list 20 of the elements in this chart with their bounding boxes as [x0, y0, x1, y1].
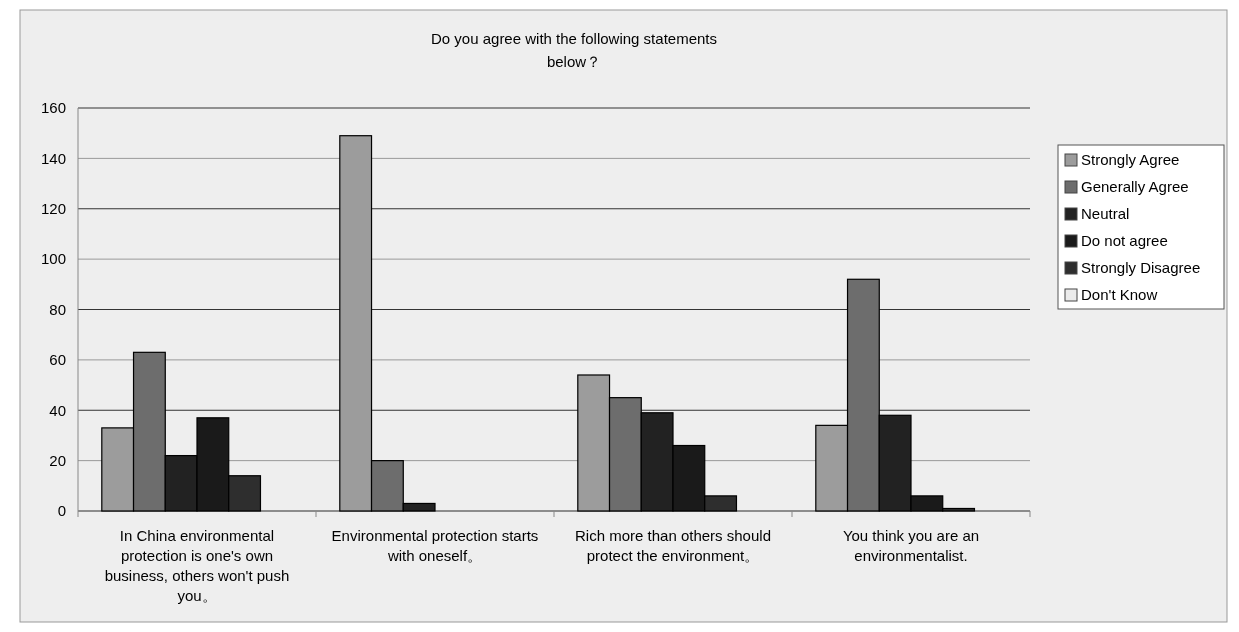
x-tick-label: Environmental protection starts with oneself。: [331, 527, 539, 564]
legend-label: Do not agree: [1081, 232, 1168, 250]
legend-label: Strongly Disagree: [1081, 259, 1201, 277]
legend-label: Strongly Agree: [1081, 151, 1180, 169]
x-tick-label: In China environmental protection is one's own business, others won't push you。: [104, 527, 290, 604]
y-tick-label: 160: [40, 99, 66, 117]
y-tick-label: 20: [49, 451, 66, 469]
y-tick-label: 0: [57, 502, 66, 520]
y-tick-label: 40: [49, 401, 66, 419]
x-tick-label: You think you are an environmentalist.: [842, 527, 980, 564]
legend-label: Don't Know: [1081, 286, 1158, 304]
y-tick-label: 140: [40, 149, 66, 167]
y-tick-label: 80: [49, 300, 66, 318]
y-tick-label: 100: [40, 250, 66, 268]
legend-label: Generally Agree: [1081, 178, 1189, 196]
legend-label: Neutral: [1081, 205, 1130, 223]
x-tick-label: Rich more than others should protect the environment。: [575, 527, 771, 564]
y-tick-label: 120: [40, 200, 66, 217]
y-tick-label: 60: [49, 351, 66, 369]
chart-title: Do you agree with the following statements below？: [431, 30, 717, 70]
